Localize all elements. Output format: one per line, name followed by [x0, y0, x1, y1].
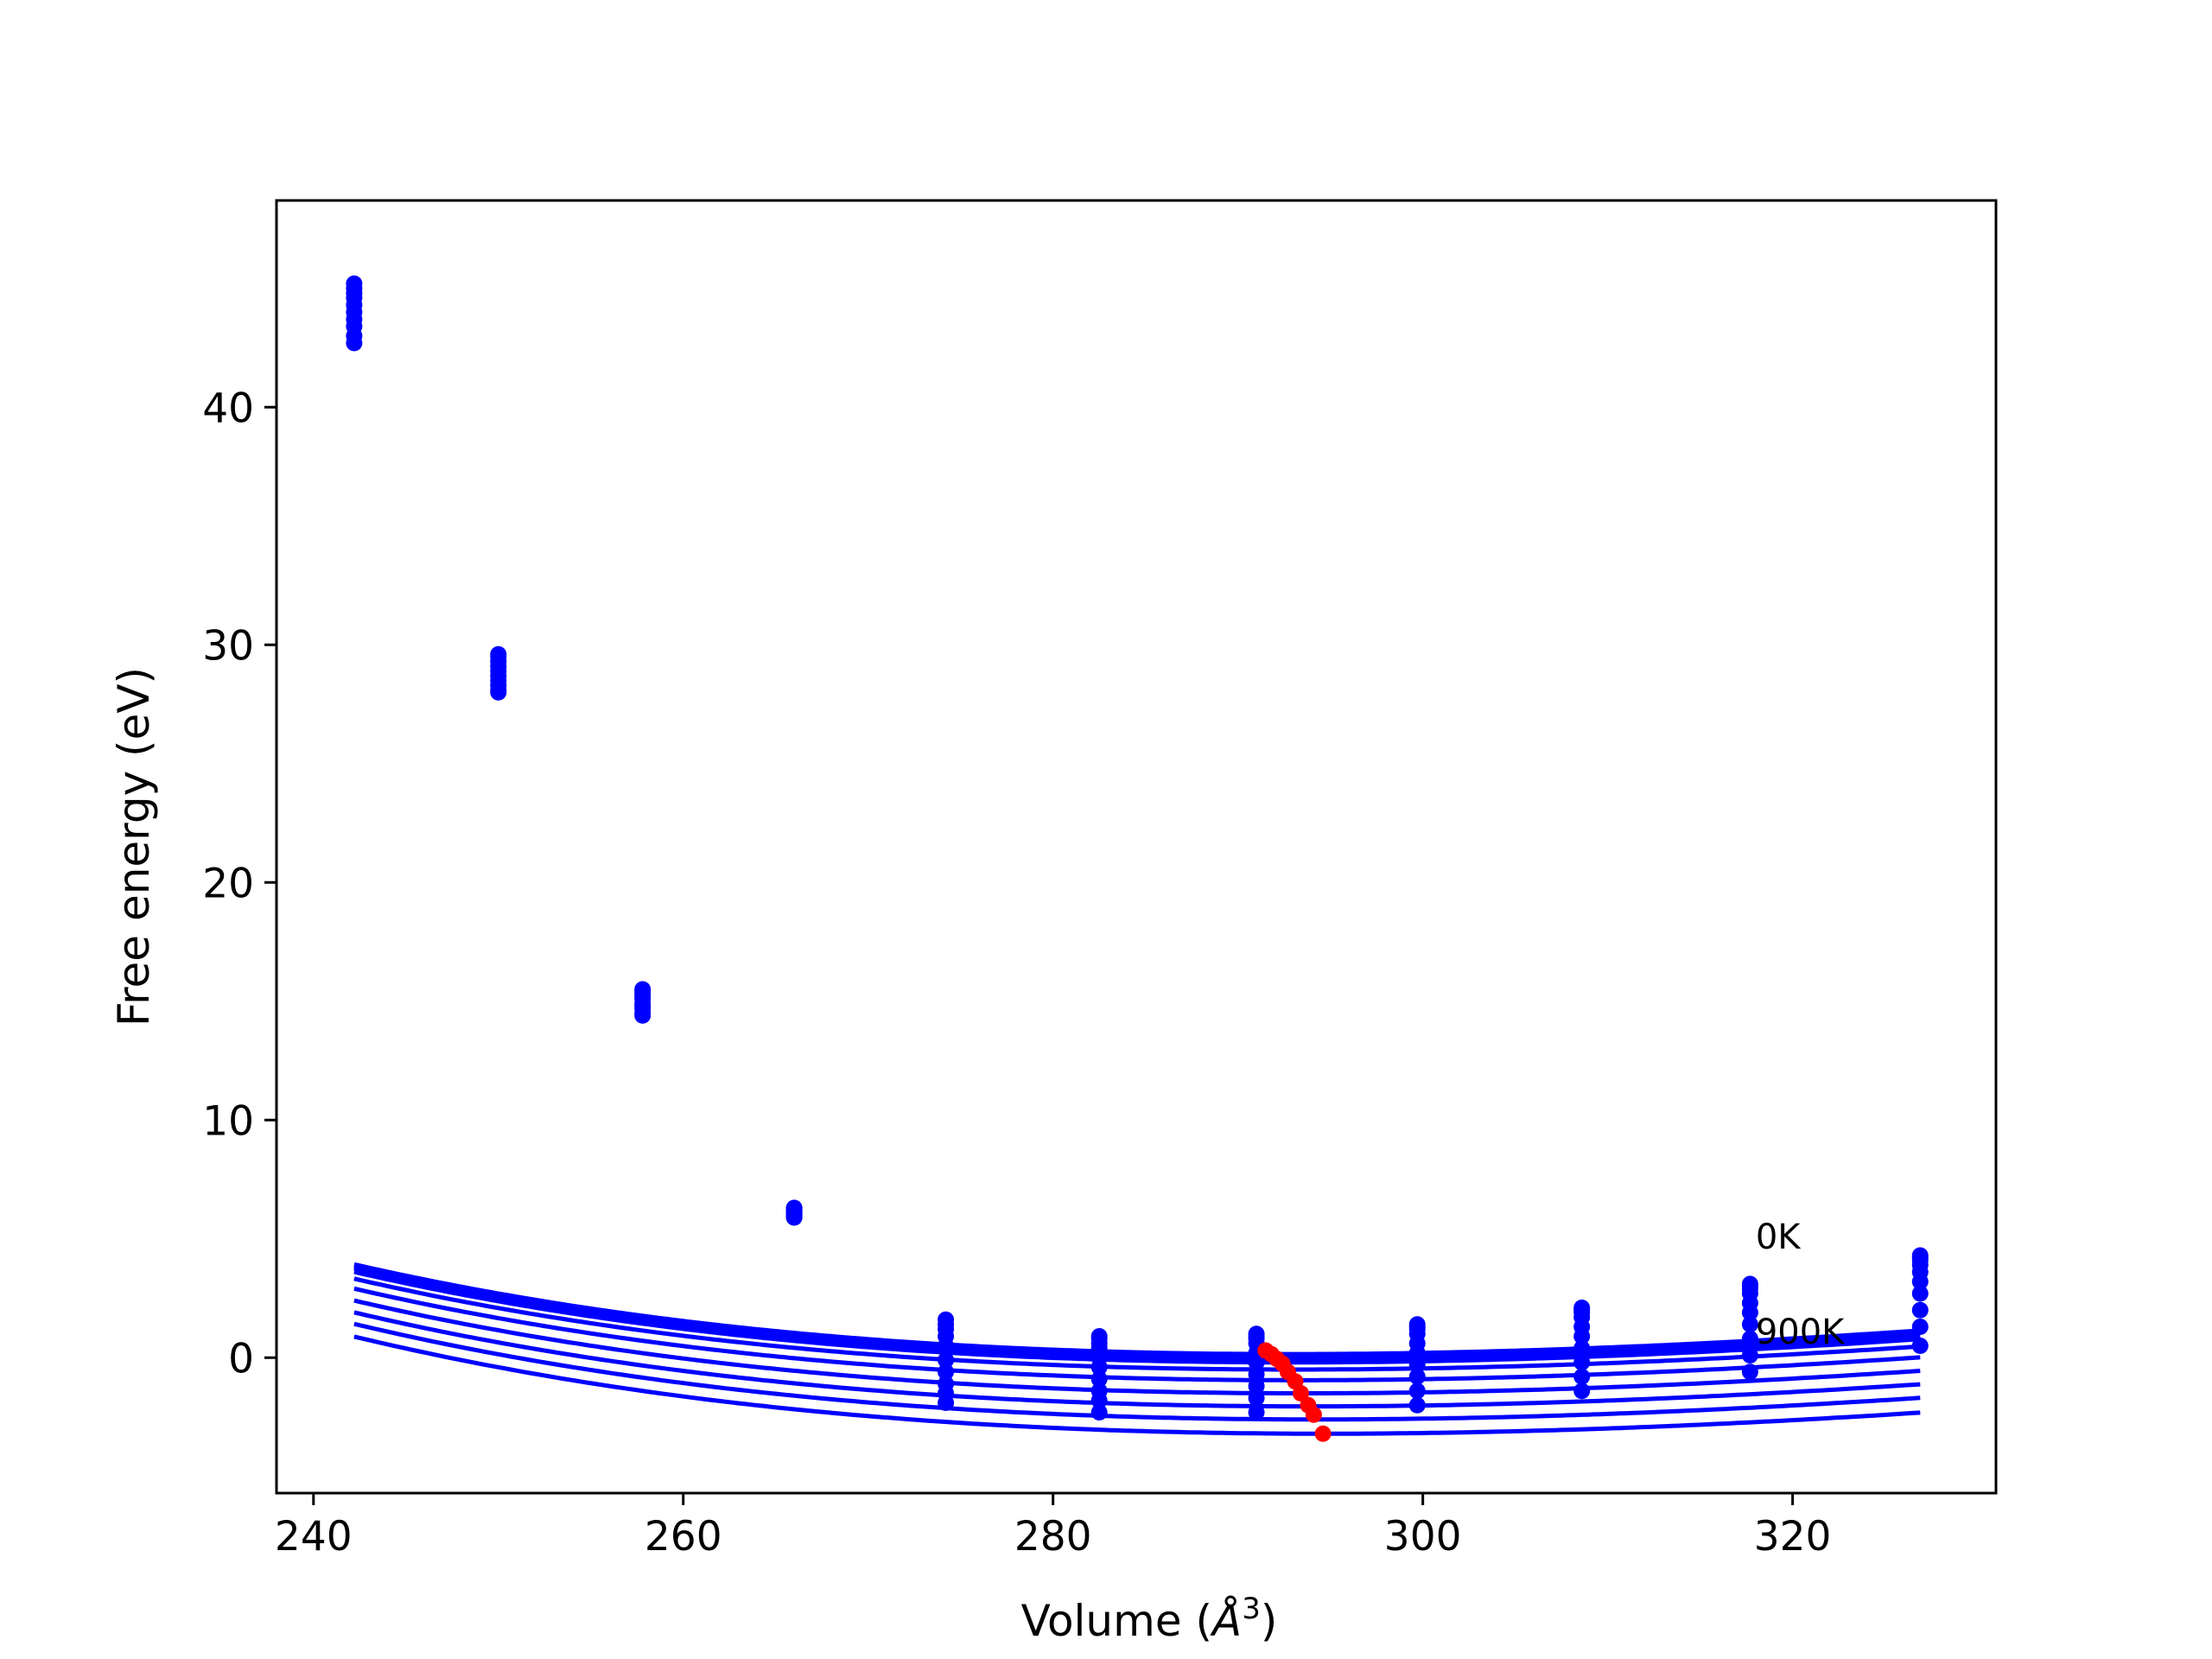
data-point [1248, 1389, 1265, 1407]
data-point [785, 1209, 803, 1226]
y-tick-label: 10 [202, 1097, 254, 1145]
data-point [1090, 1404, 1108, 1421]
curve-900K [353, 1334, 1921, 1436]
curve-600K [353, 1298, 1921, 1395]
data-point [1090, 1358, 1108, 1376]
x-tick-label: 260 [645, 1513, 722, 1560]
curve-100K [353, 1264, 1921, 1359]
data-point [938, 1395, 955, 1411]
data-point [938, 1351, 955, 1369]
x-axis-label-symbol: Å [1210, 1596, 1242, 1646]
data-point [1248, 1377, 1265, 1395]
annotation-label: 900K [1756, 1313, 1846, 1352]
minimum-points [1257, 1342, 1332, 1442]
curve-400K [353, 1276, 1921, 1372]
data-point [1090, 1370, 1108, 1388]
data-point [1408, 1396, 1426, 1414]
data-point [1911, 1319, 1929, 1335]
x-axis-label-close: ) [1261, 1596, 1278, 1646]
data-point [346, 334, 363, 352]
data-point [634, 1007, 652, 1024]
data-point [1741, 1347, 1758, 1363]
data-point [1741, 1316, 1758, 1333]
y-axis-label: Free energy (eV) [109, 667, 159, 1027]
data-point [1911, 1301, 1929, 1319]
minimum-point [1292, 1385, 1309, 1402]
fitted-curves [353, 1262, 1921, 1436]
data-point [938, 1338, 955, 1354]
data-point [1248, 1404, 1265, 1421]
data-point [1408, 1382, 1426, 1400]
plot-frame [275, 199, 1998, 1495]
data-point [1248, 1366, 1265, 1382]
data-point [1741, 1304, 1758, 1321]
y-tick-label: 40 [202, 385, 254, 432]
data-point [1248, 1354, 1265, 1371]
curve-300K [353, 1269, 1921, 1365]
y-tick-label: 30 [202, 622, 254, 670]
data-point [1573, 1328, 1591, 1344]
data-points [346, 275, 1929, 1421]
minimum-point [1314, 1425, 1332, 1442]
x-axis-label-exponent: 3 [1242, 1592, 1261, 1626]
x-tick-label: 320 [1754, 1513, 1832, 1560]
x-tick-label: 300 [1384, 1513, 1462, 1560]
data-point [1090, 1392, 1108, 1409]
y-tick-label: 20 [202, 860, 254, 907]
curve-700K [353, 1310, 1921, 1409]
minimum-point [1305, 1406, 1322, 1423]
data-point [938, 1363, 955, 1381]
x-axis-ticks: 240 260 280 300 320 [275, 1493, 1832, 1560]
data-point [1573, 1339, 1591, 1357]
curve-500K [353, 1286, 1921, 1382]
data-point [1911, 1338, 1929, 1354]
data-point [1408, 1344, 1426, 1362]
data-point [1573, 1368, 1591, 1385]
data-point [490, 683, 507, 701]
data-point [1408, 1357, 1426, 1373]
y-axis-ticks: 0 10 20 30 40 [202, 385, 276, 1382]
data-point [1408, 1368, 1426, 1385]
curve-800K [353, 1321, 1921, 1422]
data-point [1911, 1285, 1929, 1302]
x-axis-label-text: Volume ( [1021, 1596, 1212, 1646]
curve-200K [353, 1266, 1921, 1362]
annotations: 0K 900K [1756, 1217, 1846, 1352]
data-point [1911, 1273, 1929, 1290]
x-axis-label: Volume (Å3) [1021, 1592, 1278, 1646]
data-point [1741, 1363, 1758, 1381]
x-tick-label: 280 [1014, 1513, 1092, 1560]
annotation-label: 0K [1756, 1217, 1802, 1257]
data-point [1573, 1354, 1591, 1371]
x-tick-label: 240 [275, 1513, 353, 1560]
data-point [1573, 1382, 1591, 1400]
y-tick-label: 0 [228, 1335, 254, 1382]
data-point [1741, 1330, 1758, 1347]
